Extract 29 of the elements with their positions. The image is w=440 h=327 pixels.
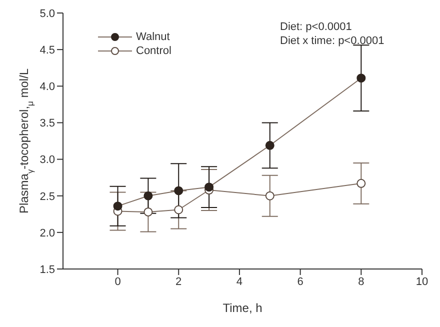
point — [265, 191, 274, 200]
point — [356, 178, 366, 188]
y-tick-label: 5.0 — [40, 8, 55, 20]
point — [113, 202, 122, 211]
y-tick-label: 3.5 — [40, 118, 55, 130]
x-axis-title: Time, h — [222, 301, 262, 315]
annotation: Diet x time: p<0.0001 — [280, 34, 384, 48]
x-tick-label: 6 — [297, 276, 304, 288]
y-tick-label: 1.5 — [40, 264, 55, 276]
y-tick-label: 3.0 — [40, 154, 55, 166]
y-tick-label: 4.0 — [40, 81, 55, 94]
point — [265, 140, 274, 150]
x-tick-label: 4 — [236, 276, 243, 288]
point — [204, 182, 214, 192]
x-tick-label: 0 — [114, 276, 121, 288]
y-tick-label: 2.0 — [40, 227, 55, 240]
point — [356, 74, 366, 83]
point — [174, 186, 184, 196]
x-tick-label: 8 — [358, 276, 364, 288]
y-tick-label: 4.5 — [40, 44, 55, 56]
legend-label: Walnut — [136, 31, 170, 43]
legend-label: Control — [136, 45, 172, 57]
x-tick-label: 2 — [176, 276, 182, 288]
point — [174, 205, 184, 214]
point — [144, 191, 153, 200]
x-tick-label: 10 — [416, 276, 428, 288]
y-tick-label: 2.5 — [40, 190, 55, 203]
annotation: Diet: p<0.0001 — [280, 20, 353, 34]
point — [144, 207, 153, 216]
